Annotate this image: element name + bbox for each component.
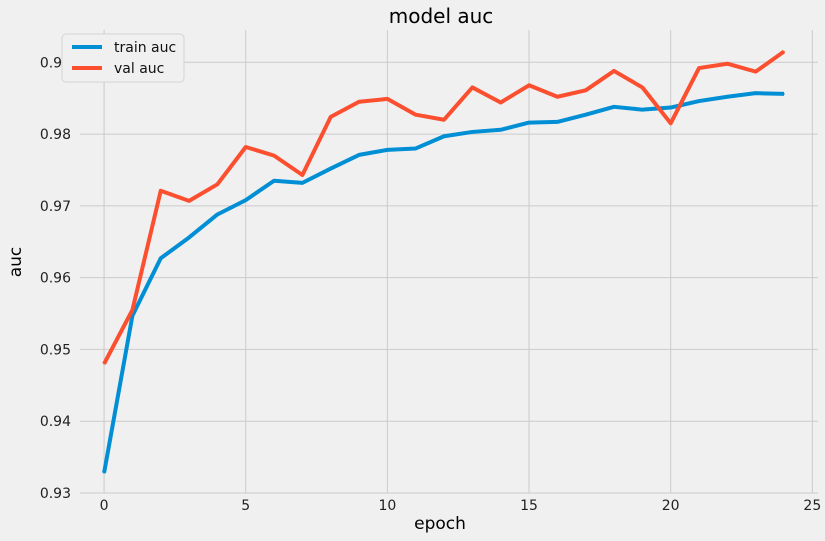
- series-0-point-15: [528, 121, 530, 124]
- y-tick-label-5: 0.98: [40, 127, 71, 143]
- series-0-point-14: [499, 128, 502, 131]
- series-1-point-17: [584, 89, 587, 92]
- series-1-point-24: [783, 50, 785, 53]
- series-1-point-7: [301, 174, 304, 176]
- series-1-point-11: [414, 113, 417, 116]
- y-tick-label-2: 0.95: [40, 342, 71, 358]
- series-0-point-0: [103, 472, 105, 474]
- series-0-point-23: [754, 92, 757, 94]
- series-1-point-21: [698, 67, 700, 69]
- series-0-point-3: [188, 236, 190, 239]
- series-0-point-16: [556, 121, 559, 123]
- x-axis-label: epoch: [414, 514, 466, 534]
- series-1-point-22: [726, 62, 729, 65]
- series-1-point-0: [103, 362, 105, 365]
- series-1-point-23: [754, 70, 757, 73]
- series-0-point-19: [641, 108, 644, 111]
- series-1-point-10: [386, 98, 389, 100]
- y-tick-label-0: 0.93: [40, 486, 71, 502]
- series-1-point-9: [358, 100, 360, 103]
- legend-label-val-auc: val auc: [114, 61, 164, 77]
- series-0-point-1: [131, 314, 134, 317]
- series-1-point-20: [669, 122, 672, 125]
- tick-layer: 0 5 10 15 20 250.930.940.950.960.970.980.99: [40, 55, 821, 514]
- x-tick-label-4: 20: [662, 498, 680, 514]
- series-1-point-5: [244, 146, 247, 148]
- series-0-point-5: [244, 199, 247, 201]
- series-1-point-8: [329, 116, 332, 118]
- series-0-point-9: [358, 154, 360, 156]
- series-0-point-12: [443, 135, 445, 138]
- series-0-point-17: [584, 113, 587, 116]
- series-0-point-6: [273, 179, 275, 182]
- series-1-point-2: [159, 189, 162, 192]
- series-1-point-14: [499, 101, 502, 104]
- series-0-point-21: [698, 100, 700, 102]
- series-0-point-22: [726, 95, 729, 98]
- series-0-point-4: [216, 213, 219, 216]
- series-0-point-24: [783, 93, 785, 95]
- series-1-point-18: [613, 70, 615, 72]
- series-0-point-7: [301, 182, 304, 184]
- chart-title: model auc: [389, 4, 494, 28]
- legend: train auc val auc: [61, 33, 185, 83]
- series-1-point-1: [131, 309, 134, 311]
- y-tick-label-3: 0.96: [40, 271, 71, 287]
- y-tick-label-4: 0.97: [40, 199, 71, 215]
- x-tick-label-0: 0: [100, 498, 109, 514]
- series-0-point-20: [669, 106, 672, 109]
- series-0-point-13: [471, 131, 474, 133]
- series-1-point-4: [216, 183, 219, 186]
- x-tick-label-2: 10: [378, 498, 396, 514]
- series-1-point-6: [273, 154, 275, 157]
- series-0-point-10: [386, 149, 389, 151]
- series-0-point-11: [414, 147, 417, 150]
- series-1-point-15: [528, 84, 530, 87]
- grid-layer: [80, 30, 818, 494]
- x-tick-label-1: 5: [241, 498, 250, 514]
- x-tick-label-3: 15: [520, 498, 538, 514]
- series-1-point-3: [188, 200, 190, 202]
- series-layer: [102, 49, 786, 474]
- series-0-point-18: [613, 106, 615, 108]
- y-axis-label: auc: [6, 247, 26, 278]
- series-0-point-2: [159, 257, 162, 260]
- series-1-point-19: [641, 86, 644, 89]
- series-0-point-8: [329, 167, 332, 170]
- series-1-point-13: [471, 86, 474, 89]
- series-1-point-12: [443, 118, 445, 121]
- x-tick-label-5: 25: [803, 498, 821, 514]
- y-tick-label-1: 0.94: [40, 414, 71, 430]
- series-1-point-16: [556, 95, 559, 98]
- legend-label-train-auc: train auc: [114, 40, 176, 56]
